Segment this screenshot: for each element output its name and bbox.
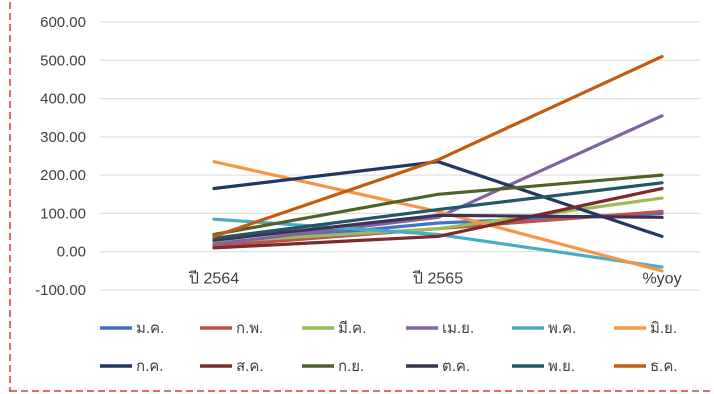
- series-line: [212, 186, 664, 250]
- y-tick-label: 600.00: [40, 14, 86, 31]
- x-category-label: %yoy: [642, 271, 681, 288]
- x-axis: ปี 2564 ปี 2565 %yoy: [188, 270, 681, 288]
- legend-label: ม.ค.: [136, 320, 164, 337]
- series-line: [212, 54, 664, 238]
- legend: ม.ค. ก.พ. มี.ค. เม.ย. พ.ค. มิ.ย. ก.ค. ส.ค. ก.ย. ต…: [100, 320, 678, 375]
- legend-label: ธ.ค.: [650, 358, 678, 375]
- legend-label: ส.ค.: [236, 358, 264, 375]
- y-tick-label: 100.00: [40, 205, 86, 222]
- series-line: [212, 160, 664, 238]
- legend-label: ก.ค.: [136, 358, 163, 375]
- series-line: [212, 181, 664, 240]
- legend-label: ก.ย.: [338, 358, 364, 375]
- y-tick-label: 500.00: [40, 52, 86, 69]
- legend-label: มี.ค.: [338, 320, 366, 337]
- y-tick-label: 0.00: [57, 244, 86, 261]
- y-tick-label: 300.00: [40, 129, 86, 146]
- series-line: [212, 196, 664, 244]
- legend-label: พ.ค.: [548, 320, 576, 337]
- series-line: [212, 173, 664, 237]
- y-tick-label: 400.00: [40, 91, 86, 108]
- y-tick-label: 200.00: [40, 167, 86, 184]
- gridlines: [100, 21, 700, 291]
- x-category-label: ปี 2565: [412, 270, 463, 288]
- chart-border: [9, 2, 712, 392]
- series-lines: [212, 54, 664, 273]
- y-tick-label: -100.00: [35, 282, 86, 299]
- series-line: [212, 213, 664, 242]
- legend-label: พ.ย.: [548, 358, 575, 375]
- legend-label: ต.ค.: [442, 358, 470, 375]
- series-line: [212, 114, 664, 246]
- legend-label: ก.พ.: [236, 320, 263, 337]
- series-line: [212, 217, 664, 269]
- legend-label: เม.ย.: [442, 320, 474, 337]
- x-category-label: ปี 2564: [188, 270, 239, 288]
- y-axis: -100.00 0.00 100.00 200.00 300.00 400.00 500.0…: [35, 14, 86, 299]
- legend-label: มิ.ย.: [650, 320, 677, 337]
